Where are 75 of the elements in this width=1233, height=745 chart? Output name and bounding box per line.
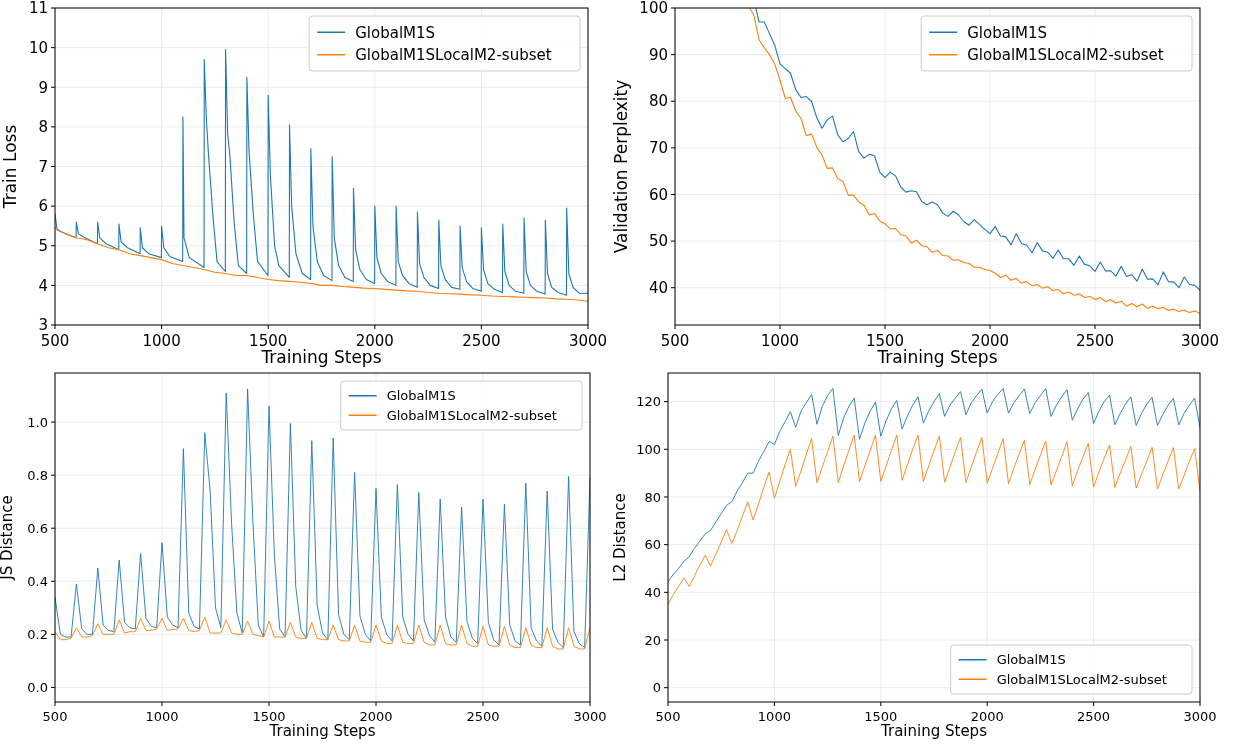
legend-label: GlobalM1SLocalM2-subset [386, 407, 557, 423]
x-tick-label: 1500 [252, 709, 286, 724]
x-axis-title: Training Steps [268, 722, 376, 740]
line-series [55, 616, 590, 650]
x-tick-label: 3000 [1183, 709, 1217, 724]
legend-label: GlobalM1SLocalM2-subset [355, 46, 552, 64]
y-tick-label: 0.8 [27, 467, 48, 483]
y-tick-label: 0 [652, 680, 661, 696]
x-tick-label: 500 [660, 332, 690, 350]
y-tick-label: 100 [636, 441, 661, 457]
y-tick-label: 0.2 [27, 626, 48, 642]
y-tick-label: 70 [648, 139, 668, 158]
y-tick-label: 40 [648, 278, 668, 297]
x-tick-label: 500 [42, 709, 68, 724]
y-tick-label: 3 [38, 316, 48, 335]
y-axis-title: Validation Perplexity [610, 79, 631, 254]
x-tick-label: 500 [40, 332, 70, 350]
x-tick-label: 3000 [1180, 332, 1220, 350]
y-tick-label: 11 [28, 0, 48, 18]
y-tick-label: 9 [38, 78, 48, 97]
y-tick-label: 60 [644, 537, 661, 553]
legend-label: GlobalM1S [386, 388, 456, 404]
x-tick-label: 1000 [757, 709, 791, 724]
y-tick-label: 0.6 [27, 520, 48, 536]
y-tick-label: 0.0 [27, 679, 48, 695]
x-axis-title: Training Steps [876, 347, 998, 367]
y-tick-label: 10 [28, 38, 48, 57]
y-tick-label: 5 [38, 237, 48, 255]
y-tick-label: 90 [648, 45, 668, 64]
legend-label: GlobalM1S [355, 23, 436, 42]
x-tick-label: 500 [655, 709, 681, 724]
legend-label: GlobalM1SLocalM2-subset [967, 46, 1164, 64]
y-tick-label: 1.0 [27, 414, 48, 430]
x-tick-label: 2000 [355, 332, 394, 350]
y-axis-title: Train Loss [0, 124, 20, 210]
x-tick-label: 1500 [249, 332, 288, 350]
line-series [668, 388, 1200, 583]
x-tick-label: 1000 [142, 332, 181, 350]
y-tick-label: 7 [38, 157, 48, 176]
y-tick-label: 60 [648, 185, 668, 204]
y-tick-label: 50 [648, 232, 668, 251]
line-series [55, 49, 588, 296]
x-axis-title: Training Steps [260, 347, 382, 367]
line-series [668, 434, 1200, 605]
y-tick-label: 4 [38, 276, 48, 295]
y-tick-label: 20 [644, 632, 661, 648]
y-tick-label: 120 [636, 394, 661, 410]
x-tick-label: 2500 [462, 332, 501, 350]
x-axis-title: Training Steps [880, 722, 988, 740]
x-tick-label: 1500 [864, 709, 898, 724]
x-tick-label: 1000 [145, 709, 179, 724]
y-tick-label: 80 [648, 92, 668, 111]
y-axis-title: L2 Distance [610, 493, 629, 582]
y-tick-label: 40 [644, 584, 661, 600]
x-tick-label: 2500 [1075, 332, 1115, 350]
x-tick-label: 2000 [970, 332, 1010, 350]
legend-label: GlobalM1S [967, 23, 1048, 42]
x-tick-label: 3000 [568, 332, 608, 350]
y-tick-label: 0.4 [27, 573, 48, 589]
y-axis-title: JS Distance [0, 495, 16, 581]
x-tick-label: 2500 [1077, 709, 1111, 724]
x-tick-label: 3000 [573, 709, 607, 724]
y-tick-label: 6 [38, 197, 48, 216]
y-tick-label: 100 [639, 0, 668, 18]
legend-label: GlobalM1S [996, 652, 1066, 668]
x-tick-label: 1500 [865, 332, 905, 350]
x-tick-label: 1000 [760, 332, 800, 350]
y-tick-label: 80 [644, 489, 661, 505]
line-series [55, 388, 590, 649]
x-tick-label: 2000 [359, 709, 393, 724]
line-series [55, 227, 588, 302]
x-tick-label: 2500 [466, 709, 500, 724]
legend-label: GlobalM1SLocalM2-subset [996, 671, 1167, 687]
y-tick-label: 8 [38, 118, 48, 137]
x-tick-label: 2000 [970, 709, 1004, 724]
